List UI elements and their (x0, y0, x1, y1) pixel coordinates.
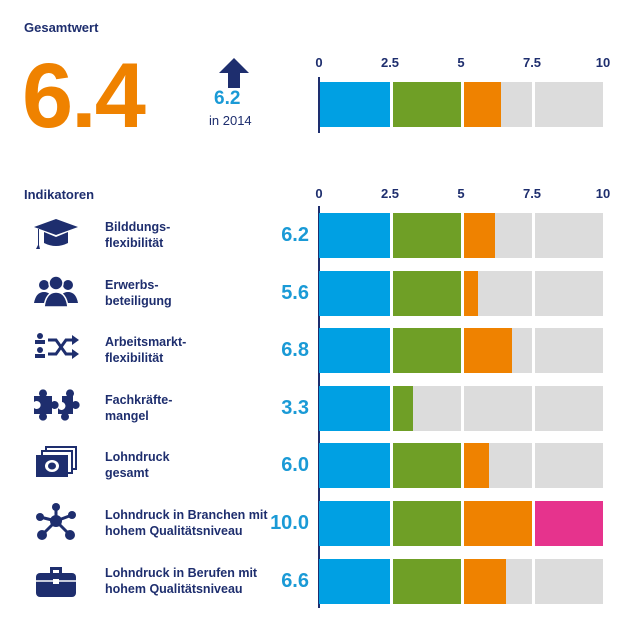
indicator-label: Bilddungs- flexibilität (105, 220, 171, 250)
axis-tick-label: 10 (595, 55, 611, 70)
axis-tick-label: 5 (457, 186, 465, 201)
axis-tick-label: 7.5 (522, 186, 542, 201)
bar-fill-segment (464, 82, 501, 127)
indicator-label: Erwerbs- beteiligung (105, 277, 172, 308)
bar-fill-segment (393, 385, 413, 431)
bar-fill-segment (319, 82, 390, 127)
indicator-label: Lohndruck in Berufen mit hohem Qualitäts… (105, 565, 258, 596)
indicator-label: Fachkräfte- mangel (105, 392, 173, 423)
axis-tick-label: 5 (457, 55, 465, 70)
gesamtwert-title: Gesamtwert (24, 20, 99, 35)
indikatoren-title: Indikatoren (24, 187, 95, 202)
bar-fill-segment (464, 443, 490, 489)
bar-background-segment (535, 443, 603, 489)
bar-fill-segment (319, 213, 390, 258)
indicator-value: 6.0 (281, 454, 309, 477)
bar-fill-segment (319, 385, 390, 431)
axis-tick-label: 2.5 (380, 186, 400, 201)
bar-fill-segment (464, 328, 513, 374)
axis-tick-label: 10 (595, 186, 611, 201)
bar-fill-segment (393, 270, 461, 316)
axis-tick-label: 7.5 (522, 55, 542, 70)
indicator-value: 3.3 (281, 396, 309, 419)
previous-label: in 2014 (209, 113, 252, 128)
indicator-value: 6.2 (281, 224, 309, 246)
bar-fill-segment (393, 501, 461, 546)
axis-tick-label: 0 (315, 186, 323, 201)
bar-fill-segment (393, 213, 461, 258)
bar-fill-segment (319, 558, 390, 604)
indicator-value: 5.6 (281, 281, 309, 304)
bar-fill-segment (535, 501, 603, 546)
axis-tick-label: 2.5 (380, 55, 400, 70)
bar-background-segment (535, 82, 603, 127)
bar-fill-segment (393, 443, 461, 489)
axis-tick-label: 0 (315, 55, 323, 70)
puzzle-icon (34, 389, 80, 421)
indicator-label: Lohndruck gesamt (105, 450, 170, 481)
bar-background-segment (535, 385, 603, 431)
people-icon (34, 274, 78, 308)
previous-value: 6.2 (214, 88, 241, 109)
graduation-cap-icon (34, 219, 78, 249)
indicator-label: Lohndruck in Branchen mit hohem Qualität… (105, 508, 268, 538)
shuffle-people-icon (35, 333, 79, 360)
indicator-label: Arbeitsmarkt- flexibilität (105, 335, 187, 366)
bar-fill-segment (319, 270, 390, 316)
total-value: 6.4 (22, 45, 146, 147)
bar-fill-segment (319, 501, 390, 546)
bar-fill-segment (393, 82, 461, 127)
bar-fill-segment (464, 270, 479, 316)
indicator-value: 6.6 (281, 569, 309, 592)
bar-fill-segment (464, 558, 507, 604)
bar-background-segment (535, 328, 603, 374)
bar-fill-segment (319, 328, 390, 374)
indicator-value: 6.8 (281, 339, 309, 362)
bar-background-segment (535, 558, 603, 604)
axis-line (318, 77, 320, 133)
briefcase-icon (36, 566, 76, 597)
bar-fill-segment (464, 213, 496, 258)
arrow-up-icon (219, 58, 249, 88)
bar-fill-segment (393, 558, 461, 604)
bar-fill-segment (464, 501, 532, 546)
bar-fill-segment (393, 328, 461, 374)
indicator-value: 10.0 (270, 512, 309, 534)
bar-background-segment (464, 385, 532, 431)
bar-fill-segment (319, 443, 390, 489)
network-icon (36, 503, 76, 540)
bar-background-segment (535, 270, 603, 316)
bar-background-segment (535, 213, 603, 258)
money-icon (36, 446, 77, 478)
